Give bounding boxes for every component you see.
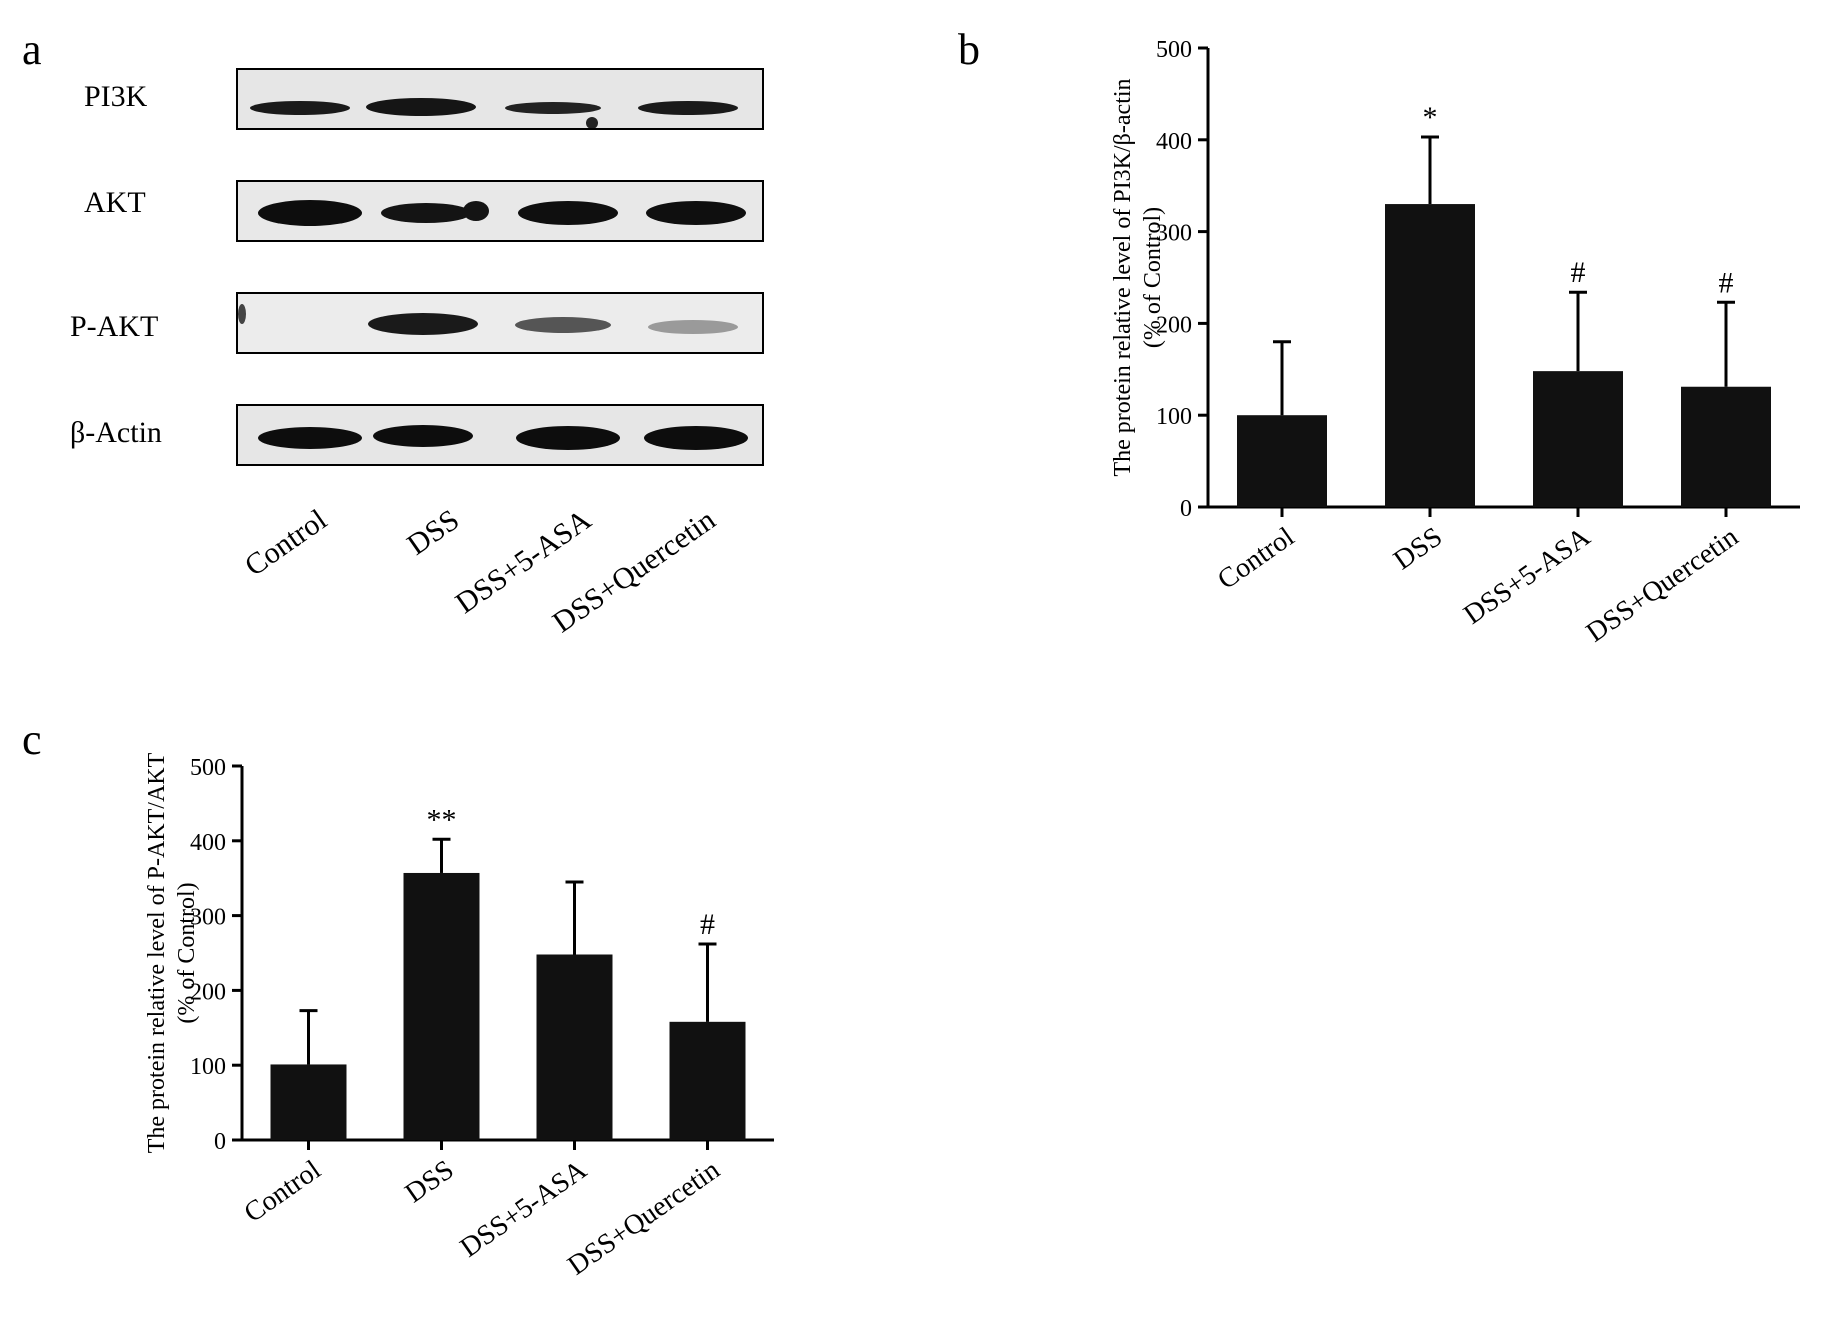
bar (1237, 415, 1327, 507)
x-tick-label: DSS+5-ASA (455, 1154, 593, 1264)
significance-label: ** (427, 803, 457, 836)
blot-strip-akt (236, 180, 764, 242)
blot-bands-pi3k (250, 98, 738, 128)
significance-label: # (1719, 266, 1734, 299)
y-tick-label: 0 (1180, 496, 1192, 522)
bar (536, 954, 613, 1140)
blot-row-label-pi3k: PI3K (84, 80, 148, 113)
significance-label: # (700, 908, 715, 941)
chart-c-p-akt: 0 100 200 300 400 500 The protein relative lev… (144, 752, 774, 1282)
y-tick-label: 200 (190, 979, 226, 1005)
x-tick-label: DSS+5-ASA (1458, 521, 1596, 631)
blot-bands-p-akt (238, 304, 738, 335)
bar (1385, 204, 1475, 507)
panel-c-letter: c (22, 715, 42, 764)
y-tick-label: 100 (190, 1054, 226, 1080)
blot-bands-akt (258, 200, 746, 226)
bar (1533, 371, 1623, 507)
significance-label: # (1571, 256, 1586, 289)
y-axis-label: The protein relative level of PI3K/β-act… (1110, 78, 1136, 476)
bar (403, 872, 480, 1140)
bar (270, 1064, 347, 1140)
bar (1681, 386, 1771, 507)
blot-row-label-akt: AKT (84, 186, 146, 219)
y-tick-label: 400 (1156, 129, 1192, 155)
x-tick-label: DSS+Quercetin (1581, 521, 1744, 648)
x-tick-label: Control (239, 1154, 327, 1229)
bar (669, 1021, 746, 1140)
y-tick-label: 500 (190, 755, 226, 781)
blot-strip-p-akt (236, 292, 764, 354)
x-tick-label: DSS (400, 1154, 460, 1209)
y-tick-label: 300 (190, 905, 226, 931)
y-tick-label: 200 (1156, 312, 1192, 338)
y-tick-label: 100 (1156, 404, 1192, 430)
blot-strip-beta-actin (236, 404, 764, 466)
y-tick-label: 0 (214, 1129, 226, 1155)
significance-label: * (1423, 101, 1438, 134)
blot-row-label-p-akt: P-AKT (70, 310, 159, 343)
blot-row-label-beta-actin: β-Actin (70, 416, 162, 449)
y-tick-label: 400 (190, 830, 226, 856)
panel-b-letter: b (958, 25, 980, 74)
y-tick-label: 300 (1156, 221, 1192, 247)
blot-strip-pi3k (236, 68, 764, 130)
y-axis-label: The protein relative level of P-AKT/AKT (144, 752, 170, 1153)
y-axis-label: (% of Control) (1140, 207, 1166, 348)
y-tick-label: 500 (1156, 37, 1192, 63)
blot-bands-beta-actin (258, 425, 748, 450)
x-tick-label: Control (1212, 521, 1300, 596)
y-axis-label: (% of Control) (174, 882, 200, 1023)
x-tick-label: DSS (1388, 521, 1448, 576)
panel-a-letter: a (22, 25, 42, 74)
chart-b-pi3k: 0 100 200 300 400 500 The protein relative lev… (1110, 37, 1800, 649)
